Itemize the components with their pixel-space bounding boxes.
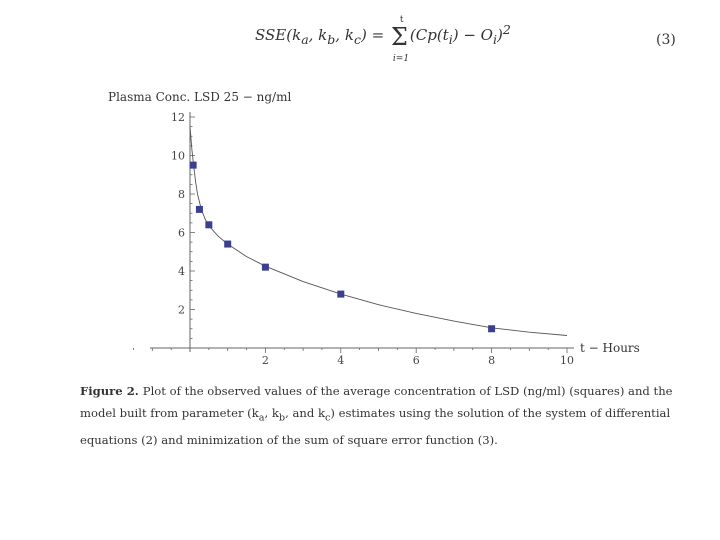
- eq-sub-a: a: [301, 32, 309, 47]
- x-tick-label: 2: [262, 354, 269, 367]
- caption-text-3: equations (2) and minimization of the su…: [80, 433, 498, 448]
- x-ticks: 2 4 6 8 10: [133, 348, 574, 367]
- figure-label: Figure 2.: [80, 384, 139, 398]
- equation-number: (3): [656, 32, 676, 48]
- concentration-chart: Plasma Conc. LSD 25 − ng/ml 2 4 6 8 10 2 4 6 8 1…: [108, 90, 640, 367]
- y-tick-label: 10: [171, 150, 185, 163]
- figure-caption: Figure 2. Plot of the observed values of …: [80, 380, 680, 451]
- caption-line-1: Figure 2. Plot of the observed values of …: [80, 380, 680, 402]
- eq-sub-b: b: [327, 32, 336, 47]
- caption-line-2: model built from parameter (ka, kb, and …: [80, 402, 680, 429]
- caption-text-2a: model built from parameter (k: [80, 406, 259, 420]
- observed-point: [337, 290, 345, 298]
- sum-lower-limit: i=1: [392, 54, 410, 64]
- observed-points: [189, 161, 496, 333]
- eq-exponent: 2: [502, 22, 511, 37]
- y-tick-label: 2: [178, 304, 185, 317]
- eq-sep2: , k: [335, 26, 354, 44]
- caption-text-1: Plot of the observed values of the avera…: [142, 384, 673, 398]
- caption-text-2b: , k: [264, 406, 279, 420]
- caption-sub-c: c: [324, 412, 331, 424]
- eq-body-end: ): [496, 26, 503, 44]
- model-curve: [189, 126, 568, 336]
- observed-point: [205, 221, 213, 229]
- x-axis-label: t − Hours: [580, 341, 640, 355]
- observed-point: [195, 205, 203, 213]
- x-tick-label: 4: [337, 354, 344, 367]
- eq-lhs: SSE(k: [255, 26, 302, 44]
- x-tick-label: 10: [560, 354, 574, 367]
- sum-upper-limit: t: [399, 15, 404, 25]
- chart-title: Plasma Conc. LSD 25 − ng/ml: [108, 90, 291, 104]
- y-tick-label: 8: [178, 188, 185, 201]
- eq-body-mid: ) − O: [452, 26, 493, 44]
- eq-sep1: , k: [308, 26, 328, 44]
- observed-point: [488, 325, 496, 333]
- observed-point: [261, 263, 269, 271]
- caption-text-2c: , and k: [285, 406, 325, 420]
- eq-body-sub: i: [448, 32, 453, 47]
- x-tick-label: 6: [413, 354, 420, 367]
- y-tick-label: 12: [171, 111, 185, 124]
- x-tick-label: 8: [488, 354, 495, 367]
- observed-point: [224, 240, 232, 248]
- y-tick-label: 4: [178, 265, 185, 278]
- eq-body: (Cp(t: [409, 26, 449, 44]
- eq-equals: ) =: [360, 26, 389, 44]
- observed-point: [189, 161, 197, 169]
- y-ticks: 2 4 6 8 10 12: [171, 111, 195, 349]
- eq-sub-c: c: [353, 32, 361, 47]
- caption-sub-b: b: [278, 412, 286, 424]
- caption-text-2d: ) estimates using the solution of the sy…: [330, 406, 671, 420]
- caption-sub-a: a: [258, 412, 265, 424]
- y-tick-label: 6: [178, 227, 185, 240]
- sigma: Σ: [390, 23, 408, 51]
- caption-line-3: equations (2) and minimization of the su…: [80, 429, 680, 451]
- eq-body-sub2: i: [492, 32, 497, 47]
